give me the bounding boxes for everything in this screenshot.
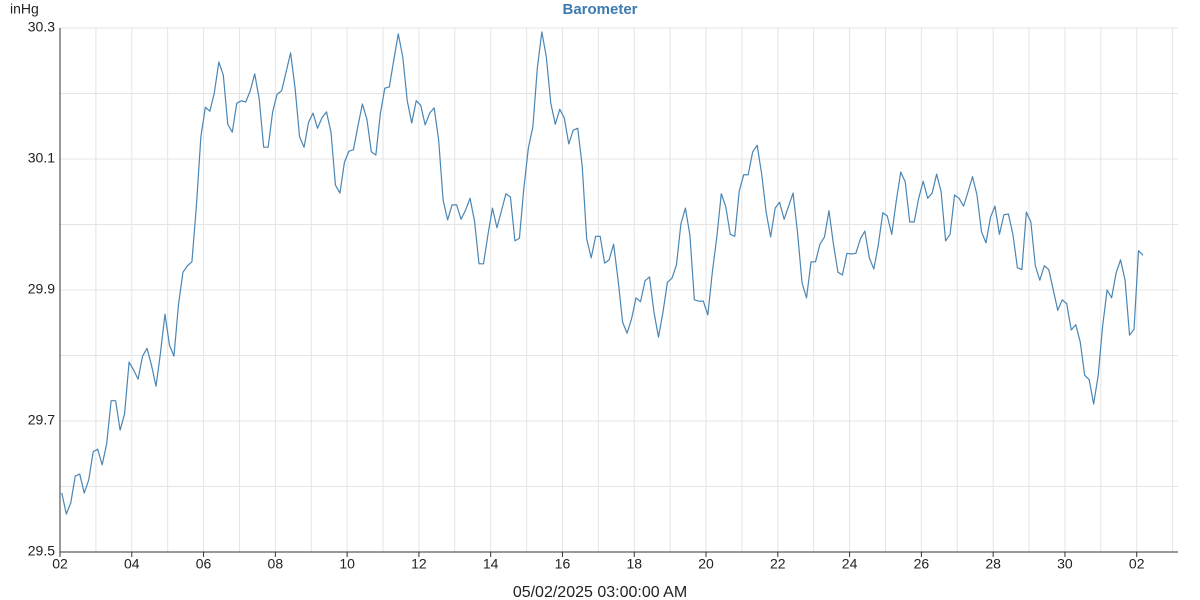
x-tick-label: 22 (770, 556, 786, 572)
y-axis-label: inHg (10, 1, 39, 17)
x-tick-label: 26 (914, 556, 930, 572)
x-tick-label: 04 (124, 556, 140, 572)
x-tick-label: 10 (339, 556, 355, 572)
x-tick-label: 24 (842, 556, 858, 572)
y-tick-label: 29.9 (28, 281, 55, 297)
x-tick-label: 08 (268, 556, 284, 572)
x-tick-label: 12 (411, 556, 427, 572)
x-tick-label: 28 (985, 556, 1001, 572)
x-tick-label: 20 (698, 556, 714, 572)
x-tick-label: 18 (626, 556, 642, 572)
data-line (61, 31, 1144, 515)
y-tick-label: 29.7 (28, 412, 55, 428)
x-tick-label: 16 (555, 556, 571, 572)
y-tick-label: 30.1 (28, 150, 55, 166)
x-axis-label: 05/02/2025 03:00:00 AM (513, 584, 687, 600)
x-tick-label: 14 (483, 556, 499, 572)
x-tick-label: 06 (196, 556, 212, 572)
x-tick-label: 02 (52, 556, 68, 572)
y-tick-label: 30.3 (28, 19, 55, 35)
x-tick-label: 30 (1057, 556, 1073, 572)
chart-title: Barometer (562, 1, 637, 18)
x-tick-label: 02 (1129, 556, 1145, 572)
y-tick-label: 29.5 (28, 543, 55, 559)
